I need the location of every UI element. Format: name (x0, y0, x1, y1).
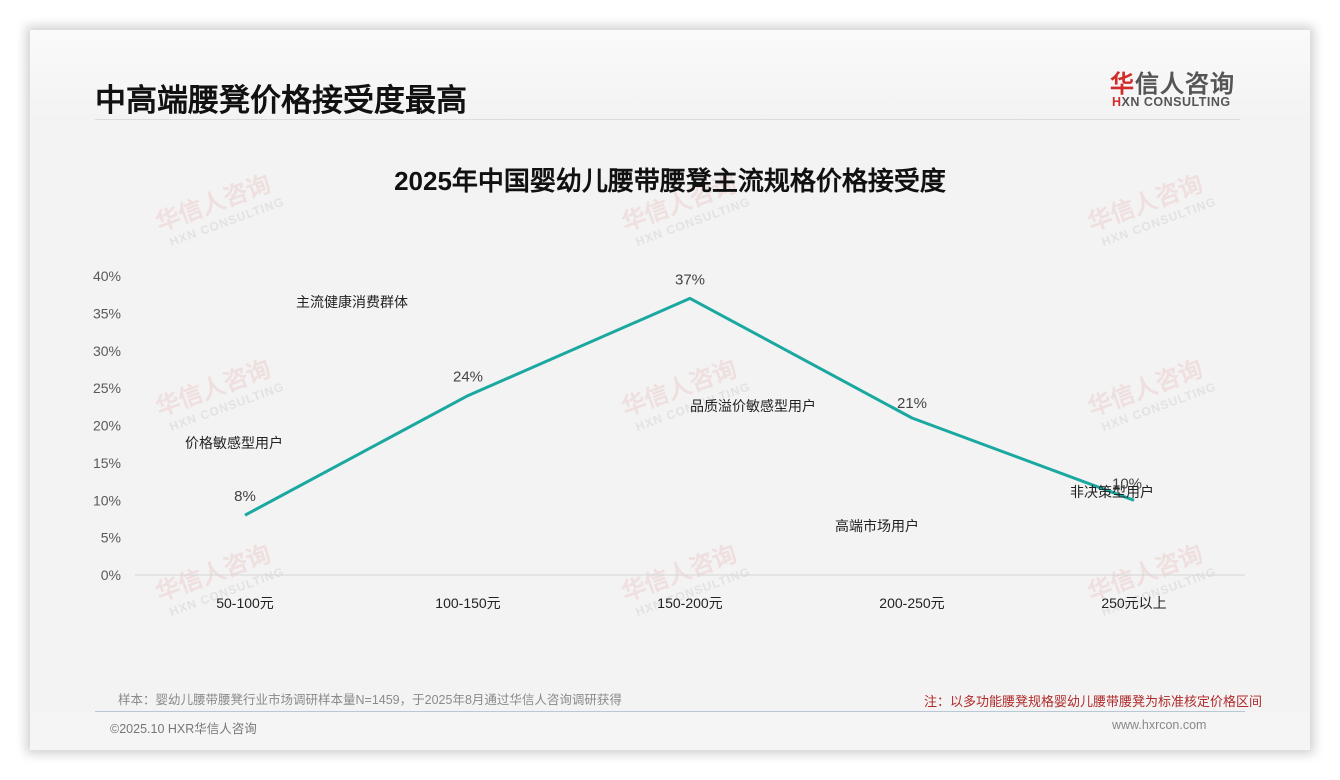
data-line (244, 296, 1135, 517)
title-divider (95, 119, 1240, 120)
sample-note: 样本：婴幼儿腰带腰凳行业市场调研样本量N=1459，于2025年8月通过华信人咨… (118, 693, 622, 707)
y-tick-label: 30% (93, 343, 121, 359)
y-tick-label: 0% (101, 567, 121, 583)
data-label: 8% (234, 488, 256, 505)
logo-cn: 华信人咨询 (1110, 71, 1235, 98)
chart-title: 2025年中国婴幼儿腰带腰凳主流规格价格接受度 (394, 166, 946, 196)
website-link[interactable]: www.hxrcon.com (1112, 718, 1207, 732)
segment-annotation: 高端市场用户 (835, 518, 919, 534)
slide: 中高端腰凳价格接受度最高 华信人咨询 HXN CONSULTING 华信人咨询 H… (30, 30, 1310, 750)
method-note: 注：以多功能腰凳规格婴幼儿腰带腰凳为标准核定价格区间 (923, 694, 1262, 709)
y-tick-label: 35% (93, 305, 121, 321)
x-category-label: 50-100元 (216, 595, 274, 611)
copyright: ©2025.10 HXR华信人咨询 (110, 722, 257, 736)
line-chart: 0% 5% 10% 15% 20% 25% 30% 35% 40% 50-100元 100-150元… (93, 268, 1245, 611)
segment-annotation: 品质溢价敏感型用户 (690, 398, 816, 414)
x-category-label: 150-200元 (657, 595, 722, 611)
footer-bar (30, 712, 1310, 750)
company-logo: 华信人咨询 HXN CONSULTING (1110, 64, 1250, 114)
page-title: 中高端腰凳价格接受度最高 (95, 83, 467, 118)
y-tick-label: 15% (93, 455, 121, 471)
y-tick-label: 40% (93, 268, 121, 284)
segment-annotation: 主流健康消费群体 (296, 294, 408, 310)
x-category-label: 100-150元 (435, 595, 500, 611)
segment-annotation: 价格敏感型用户 (185, 435, 283, 451)
x-category-label: 250元以上 (1101, 595, 1166, 611)
data-label: 37% (675, 271, 705, 288)
y-tick-label: 25% (93, 380, 121, 396)
data-label: 10% (1112, 475, 1142, 492)
y-tick-label: 5% (101, 530, 121, 546)
header-band (30, 30, 1310, 120)
logo-en: HXN CONSULTING (1112, 95, 1231, 109)
y-tick-label: 20% (93, 418, 121, 434)
y-tick-label: 10% (93, 492, 121, 508)
data-label: 24% (453, 369, 483, 386)
segment-annotation: 非决策型用户 (1070, 484, 1154, 500)
x-category-label: 200-250元 (879, 595, 944, 611)
footer-divider (95, 711, 1245, 712)
data-label: 21% (897, 395, 927, 412)
